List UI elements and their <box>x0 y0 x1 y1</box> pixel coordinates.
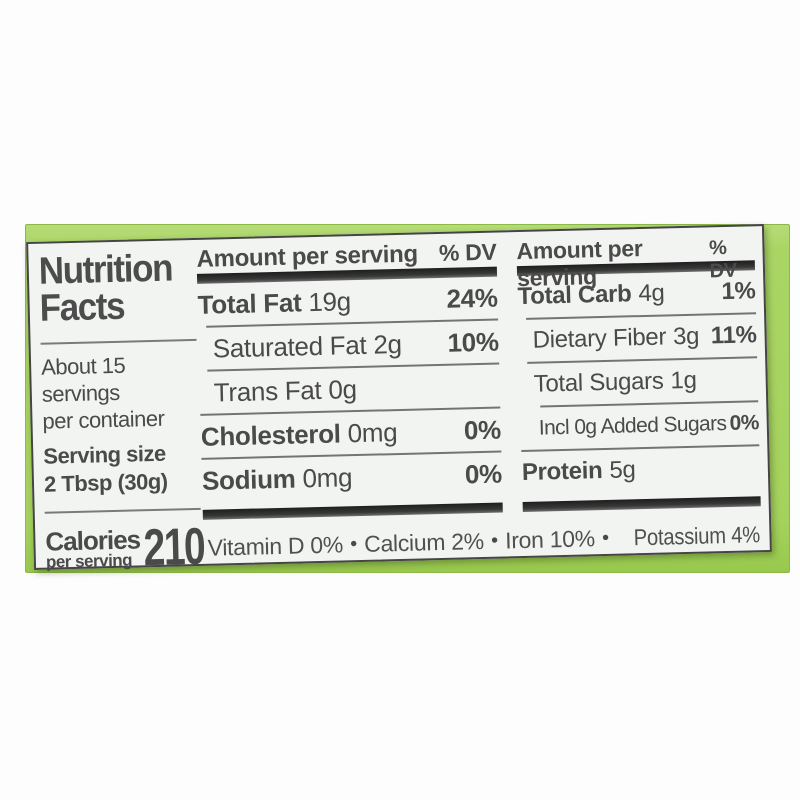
nutrient-row-protein: Protein 5g <box>521 446 760 494</box>
calories-labels: Calories per serving <box>45 524 141 572</box>
nutrient-name-amount: Trans Fat 0g <box>213 373 358 408</box>
nutrient-name-amount: Cholesterol 0mg <box>200 416 398 452</box>
amount-per-serving-header: Amount per serving <box>196 240 419 273</box>
servings-line2: per container <box>42 405 165 434</box>
nutrient-row-sodium: Sodium 0mg 0% <box>201 453 503 502</box>
nutrient-name-amount: Sodium 0mg <box>201 461 353 496</box>
nutrient-dv: 11% <box>710 321 757 350</box>
bullet-separator: • <box>349 532 358 555</box>
percent-dv-header: % DV <box>438 238 497 266</box>
servings-line1: About 15 servings <box>40 352 126 407</box>
nutrient-name-amount: Incl 0g Added Sugars <box>538 412 727 440</box>
micronutrient-calcium: Calcium 2% <box>363 527 485 557</box>
nutrient-row-total-fat: Total Fat 19g 24% <box>197 277 498 326</box>
nutrient-row-total-sugars: Total Sugars 1g <box>519 358 758 406</box>
nutrient-dv: 24% <box>446 282 498 314</box>
micronutrient-potassium: Potassium 4% <box>632 520 760 550</box>
nutrient-row-cholesterol: Cholesterol 0mg 0% <box>200 409 502 458</box>
nutrient-column-right: Amount per serving % DV Total Carb 4g 1% … <box>516 232 761 513</box>
nutrient-dv: 0% <box>463 414 502 445</box>
thick-bar <box>522 496 761 513</box>
nutrient-name-amount: Total Fat 19g <box>197 285 352 320</box>
thick-bar <box>202 502 503 520</box>
serving-size: Serving size 2 Tbsp (30g) <box>43 439 204 499</box>
nutrient-column-left: Amount per serving % DV Total Fat 19g 24%… <box>196 239 503 520</box>
micronutrient-vitamin-d: Vitamin D 0% <box>207 530 344 561</box>
nutrient-dv: 1% <box>721 277 756 306</box>
nutrient-dv: 0% <box>729 411 760 435</box>
micronutrient-iron: Iron 10% <box>504 524 596 553</box>
nutrient-name-amount: Total Carb 4g <box>517 279 665 311</box>
label-title-line1: Nutrition <box>38 247 173 293</box>
divider-rule <box>40 338 197 345</box>
divider-rule <box>44 507 201 514</box>
calories-value: 210 <box>142 517 205 578</box>
serving-size-label: Serving size <box>43 440 166 469</box>
nutrient-name-amount: Saturated Fat 2g <box>212 328 403 364</box>
nutrition-facts-label: Nutrition Facts About 15 servings per co… <box>26 224 772 577</box>
bullet-separator: • <box>490 529 499 552</box>
nutrient-name-amount: Protein 5g <box>521 456 636 487</box>
nutrient-name-amount: Dietary Fiber 3g <box>532 322 700 354</box>
bullet-separator: • <box>601 526 610 549</box>
servings-per-container: About 15 servings per container <box>41 350 203 435</box>
nutrient-row-dietary-fiber: Dietary Fiber 3g 11% <box>518 314 757 362</box>
calories-row: Calories per serving 210 <box>45 517 206 581</box>
nutrient-dv: 10% <box>447 326 500 358</box>
label-title-line2: Facts <box>39 285 125 330</box>
label-title: Nutrition Facts <box>38 247 187 330</box>
percent-dv-header: % DV <box>708 236 738 283</box>
nutrient-row-saturated-fat: Saturated Fat 2g 10% <box>198 321 499 370</box>
column-header: Amount per serving % DV <box>516 232 755 291</box>
nutrient-row-added-sugars: Incl 0g Added Sugars 0% <box>520 402 759 450</box>
serving-size-value: 2 Tbsp (30g) <box>43 468 168 497</box>
nutrient-dv: 0% <box>464 458 503 489</box>
nutrient-row-trans-fat: Trans Fat 0g <box>199 365 500 414</box>
calories-sublabel: per serving <box>45 550 133 572</box>
label-left-column: Nutrition Facts About 15 servings per co… <box>38 247 206 581</box>
nutrient-name-amount: Total Sugars 1g <box>533 366 697 398</box>
